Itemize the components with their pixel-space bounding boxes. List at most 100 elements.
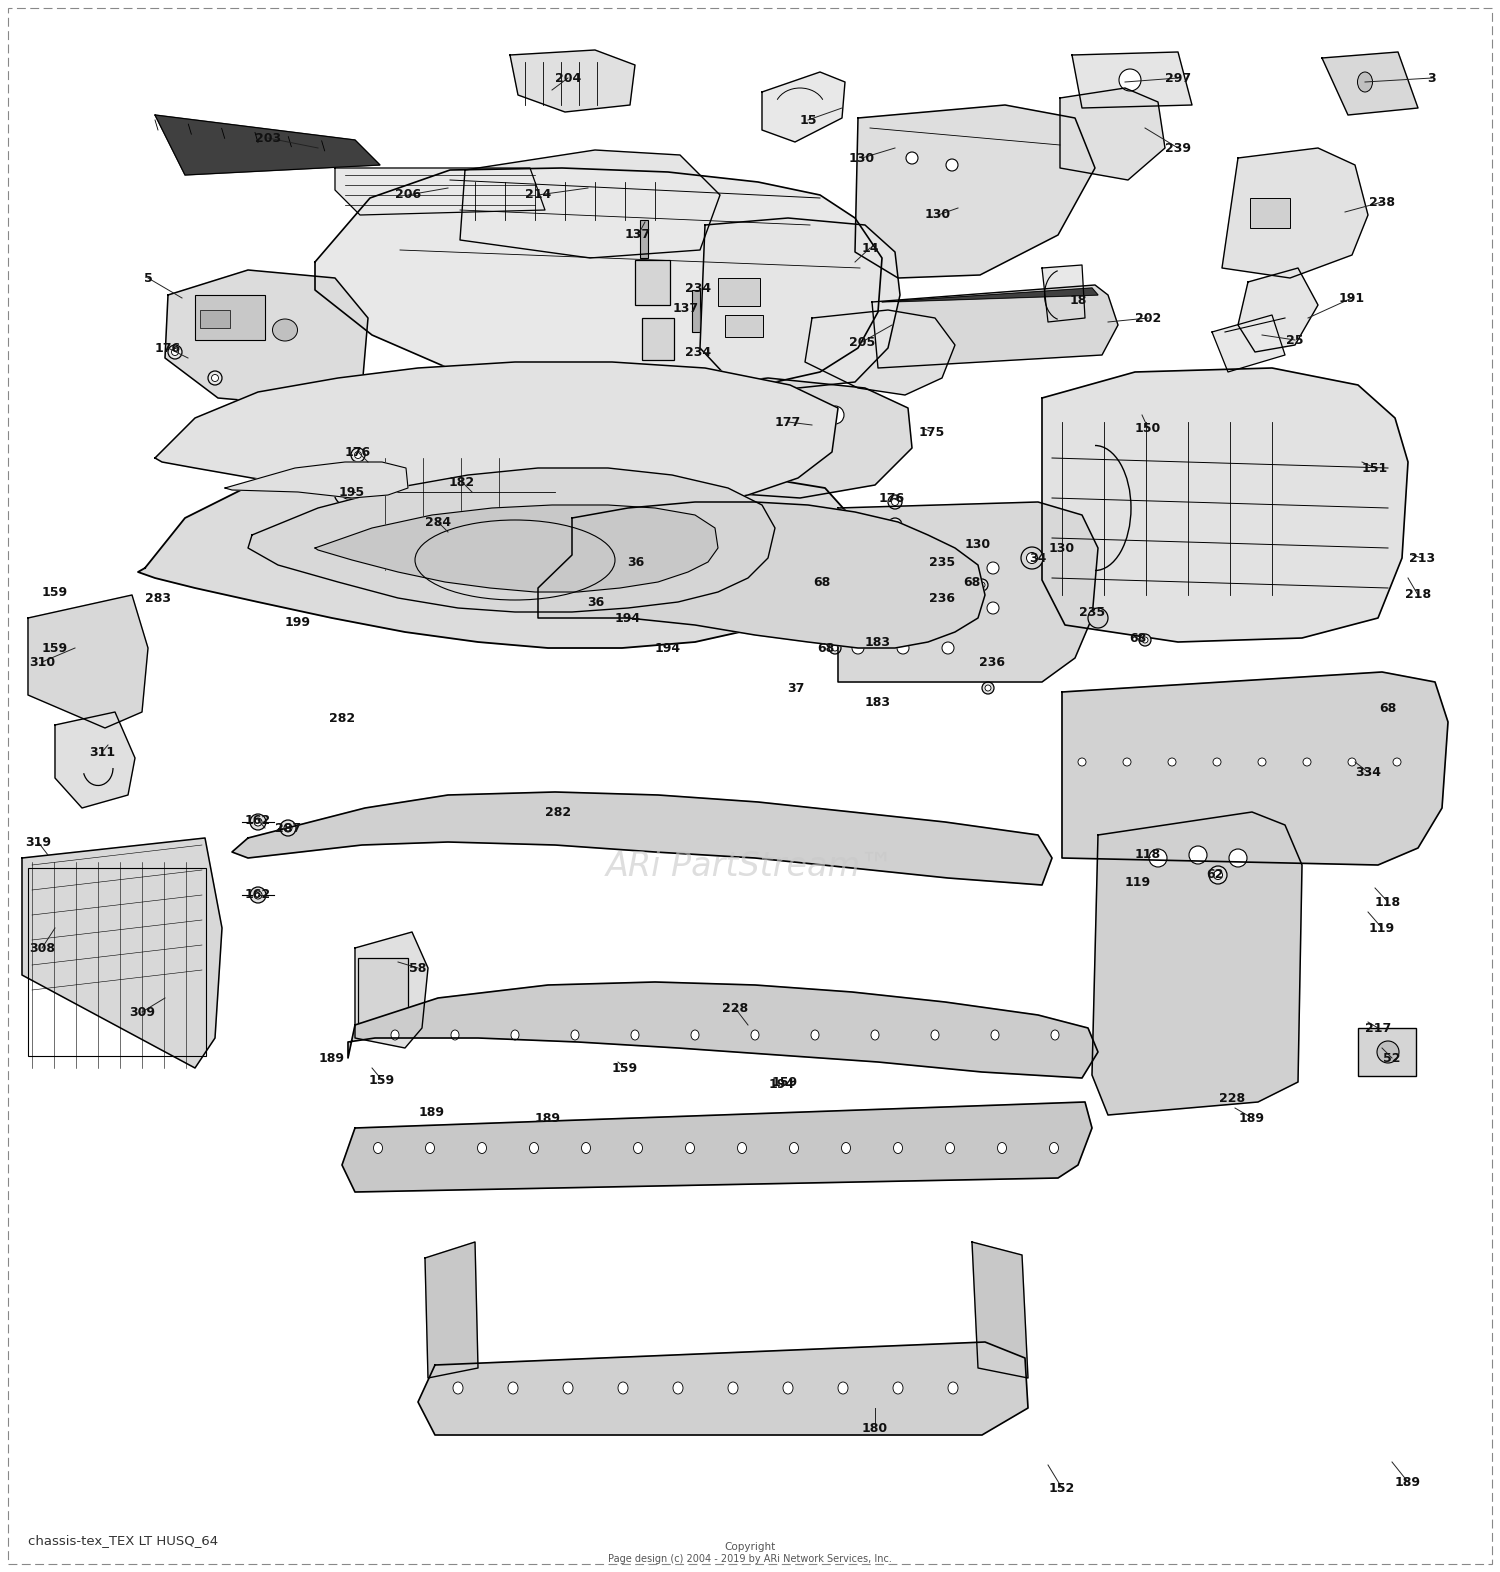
Text: 228: 228 xyxy=(1220,1091,1245,1105)
Polygon shape xyxy=(154,362,839,512)
Ellipse shape xyxy=(254,891,262,899)
Polygon shape xyxy=(358,424,578,582)
Ellipse shape xyxy=(1026,552,1038,563)
Polygon shape xyxy=(232,792,1052,885)
Text: 283: 283 xyxy=(146,591,171,605)
Ellipse shape xyxy=(852,641,864,654)
Bar xyxy=(358,957,408,1023)
Text: 189: 189 xyxy=(1395,1476,1420,1489)
Text: 206: 206 xyxy=(394,189,422,201)
Polygon shape xyxy=(28,594,148,728)
Text: 194: 194 xyxy=(615,612,640,624)
Text: 68: 68 xyxy=(818,641,834,654)
Text: 319: 319 xyxy=(26,835,51,849)
Text: 182: 182 xyxy=(448,475,476,489)
Ellipse shape xyxy=(530,1143,538,1154)
Text: 202: 202 xyxy=(1136,311,1161,324)
Bar xyxy=(718,278,760,307)
Ellipse shape xyxy=(891,498,898,506)
Text: 310: 310 xyxy=(28,656,56,668)
Ellipse shape xyxy=(1304,758,1311,766)
Polygon shape xyxy=(56,712,135,808)
Text: 159: 159 xyxy=(772,1075,798,1088)
Ellipse shape xyxy=(871,1030,879,1041)
Ellipse shape xyxy=(1078,758,1086,766)
Text: 183: 183 xyxy=(865,635,891,649)
Text: 204: 204 xyxy=(555,71,580,85)
Text: 25: 25 xyxy=(1286,333,1304,346)
Ellipse shape xyxy=(894,1143,903,1154)
Bar xyxy=(530,171,580,190)
Polygon shape xyxy=(342,1102,1092,1192)
Polygon shape xyxy=(22,838,222,1067)
Bar xyxy=(821,329,860,354)
Ellipse shape xyxy=(910,597,920,607)
Polygon shape xyxy=(460,149,720,258)
Bar xyxy=(640,220,648,258)
Text: 34: 34 xyxy=(1029,552,1047,564)
Text: 162: 162 xyxy=(244,813,272,827)
Ellipse shape xyxy=(830,582,836,588)
Text: 194: 194 xyxy=(770,1078,795,1091)
Text: 228: 228 xyxy=(722,1001,748,1014)
Ellipse shape xyxy=(334,478,362,506)
Text: 159: 159 xyxy=(369,1074,394,1086)
Text: 203: 203 xyxy=(255,132,280,145)
Ellipse shape xyxy=(1119,69,1142,91)
Text: ARi PartStream™: ARi PartStream™ xyxy=(606,849,894,882)
Text: 176: 176 xyxy=(154,341,182,355)
Text: 159: 159 xyxy=(42,585,68,599)
Ellipse shape xyxy=(942,641,954,654)
Ellipse shape xyxy=(1377,1041,1400,1063)
Ellipse shape xyxy=(728,1382,738,1394)
Polygon shape xyxy=(419,1342,1028,1435)
Ellipse shape xyxy=(1214,871,1222,879)
Text: 130: 130 xyxy=(926,209,951,222)
Text: 213: 213 xyxy=(1408,552,1436,564)
Ellipse shape xyxy=(938,593,958,612)
Ellipse shape xyxy=(1142,637,1148,643)
Ellipse shape xyxy=(892,1382,903,1394)
Ellipse shape xyxy=(512,1030,519,1041)
Polygon shape xyxy=(1212,314,1286,373)
Ellipse shape xyxy=(873,542,883,553)
Text: 68: 68 xyxy=(813,575,831,588)
Bar xyxy=(724,314,764,336)
Ellipse shape xyxy=(987,563,999,574)
Text: 218: 218 xyxy=(1406,588,1431,602)
Text: 234: 234 xyxy=(686,346,711,358)
Ellipse shape xyxy=(942,602,954,615)
Ellipse shape xyxy=(618,1382,628,1394)
Ellipse shape xyxy=(632,1030,639,1041)
Ellipse shape xyxy=(833,645,839,651)
Ellipse shape xyxy=(897,563,909,574)
Ellipse shape xyxy=(1050,1143,1059,1154)
Ellipse shape xyxy=(509,1382,518,1394)
Ellipse shape xyxy=(932,1030,939,1041)
Text: 205: 205 xyxy=(849,335,874,349)
Ellipse shape xyxy=(171,349,178,355)
Bar xyxy=(692,289,700,332)
Ellipse shape xyxy=(830,583,840,593)
Ellipse shape xyxy=(251,887,266,902)
Text: 175: 175 xyxy=(920,426,945,439)
Polygon shape xyxy=(871,285,1118,368)
Text: 130: 130 xyxy=(964,539,992,552)
Ellipse shape xyxy=(633,1143,642,1154)
Bar xyxy=(1250,198,1290,228)
Text: 130: 130 xyxy=(1048,541,1076,555)
Polygon shape xyxy=(1062,671,1448,865)
Text: 137: 137 xyxy=(674,302,699,314)
Ellipse shape xyxy=(906,152,918,163)
Text: 14: 14 xyxy=(861,242,879,255)
Ellipse shape xyxy=(1386,706,1398,718)
Polygon shape xyxy=(1060,88,1166,181)
Text: 195: 195 xyxy=(339,486,364,498)
Text: 287: 287 xyxy=(274,822,302,835)
Polygon shape xyxy=(1042,266,1084,322)
Ellipse shape xyxy=(374,1143,382,1154)
Polygon shape xyxy=(1072,52,1192,108)
Polygon shape xyxy=(972,1242,1028,1379)
Bar xyxy=(28,868,206,1056)
Bar xyxy=(642,318,674,360)
